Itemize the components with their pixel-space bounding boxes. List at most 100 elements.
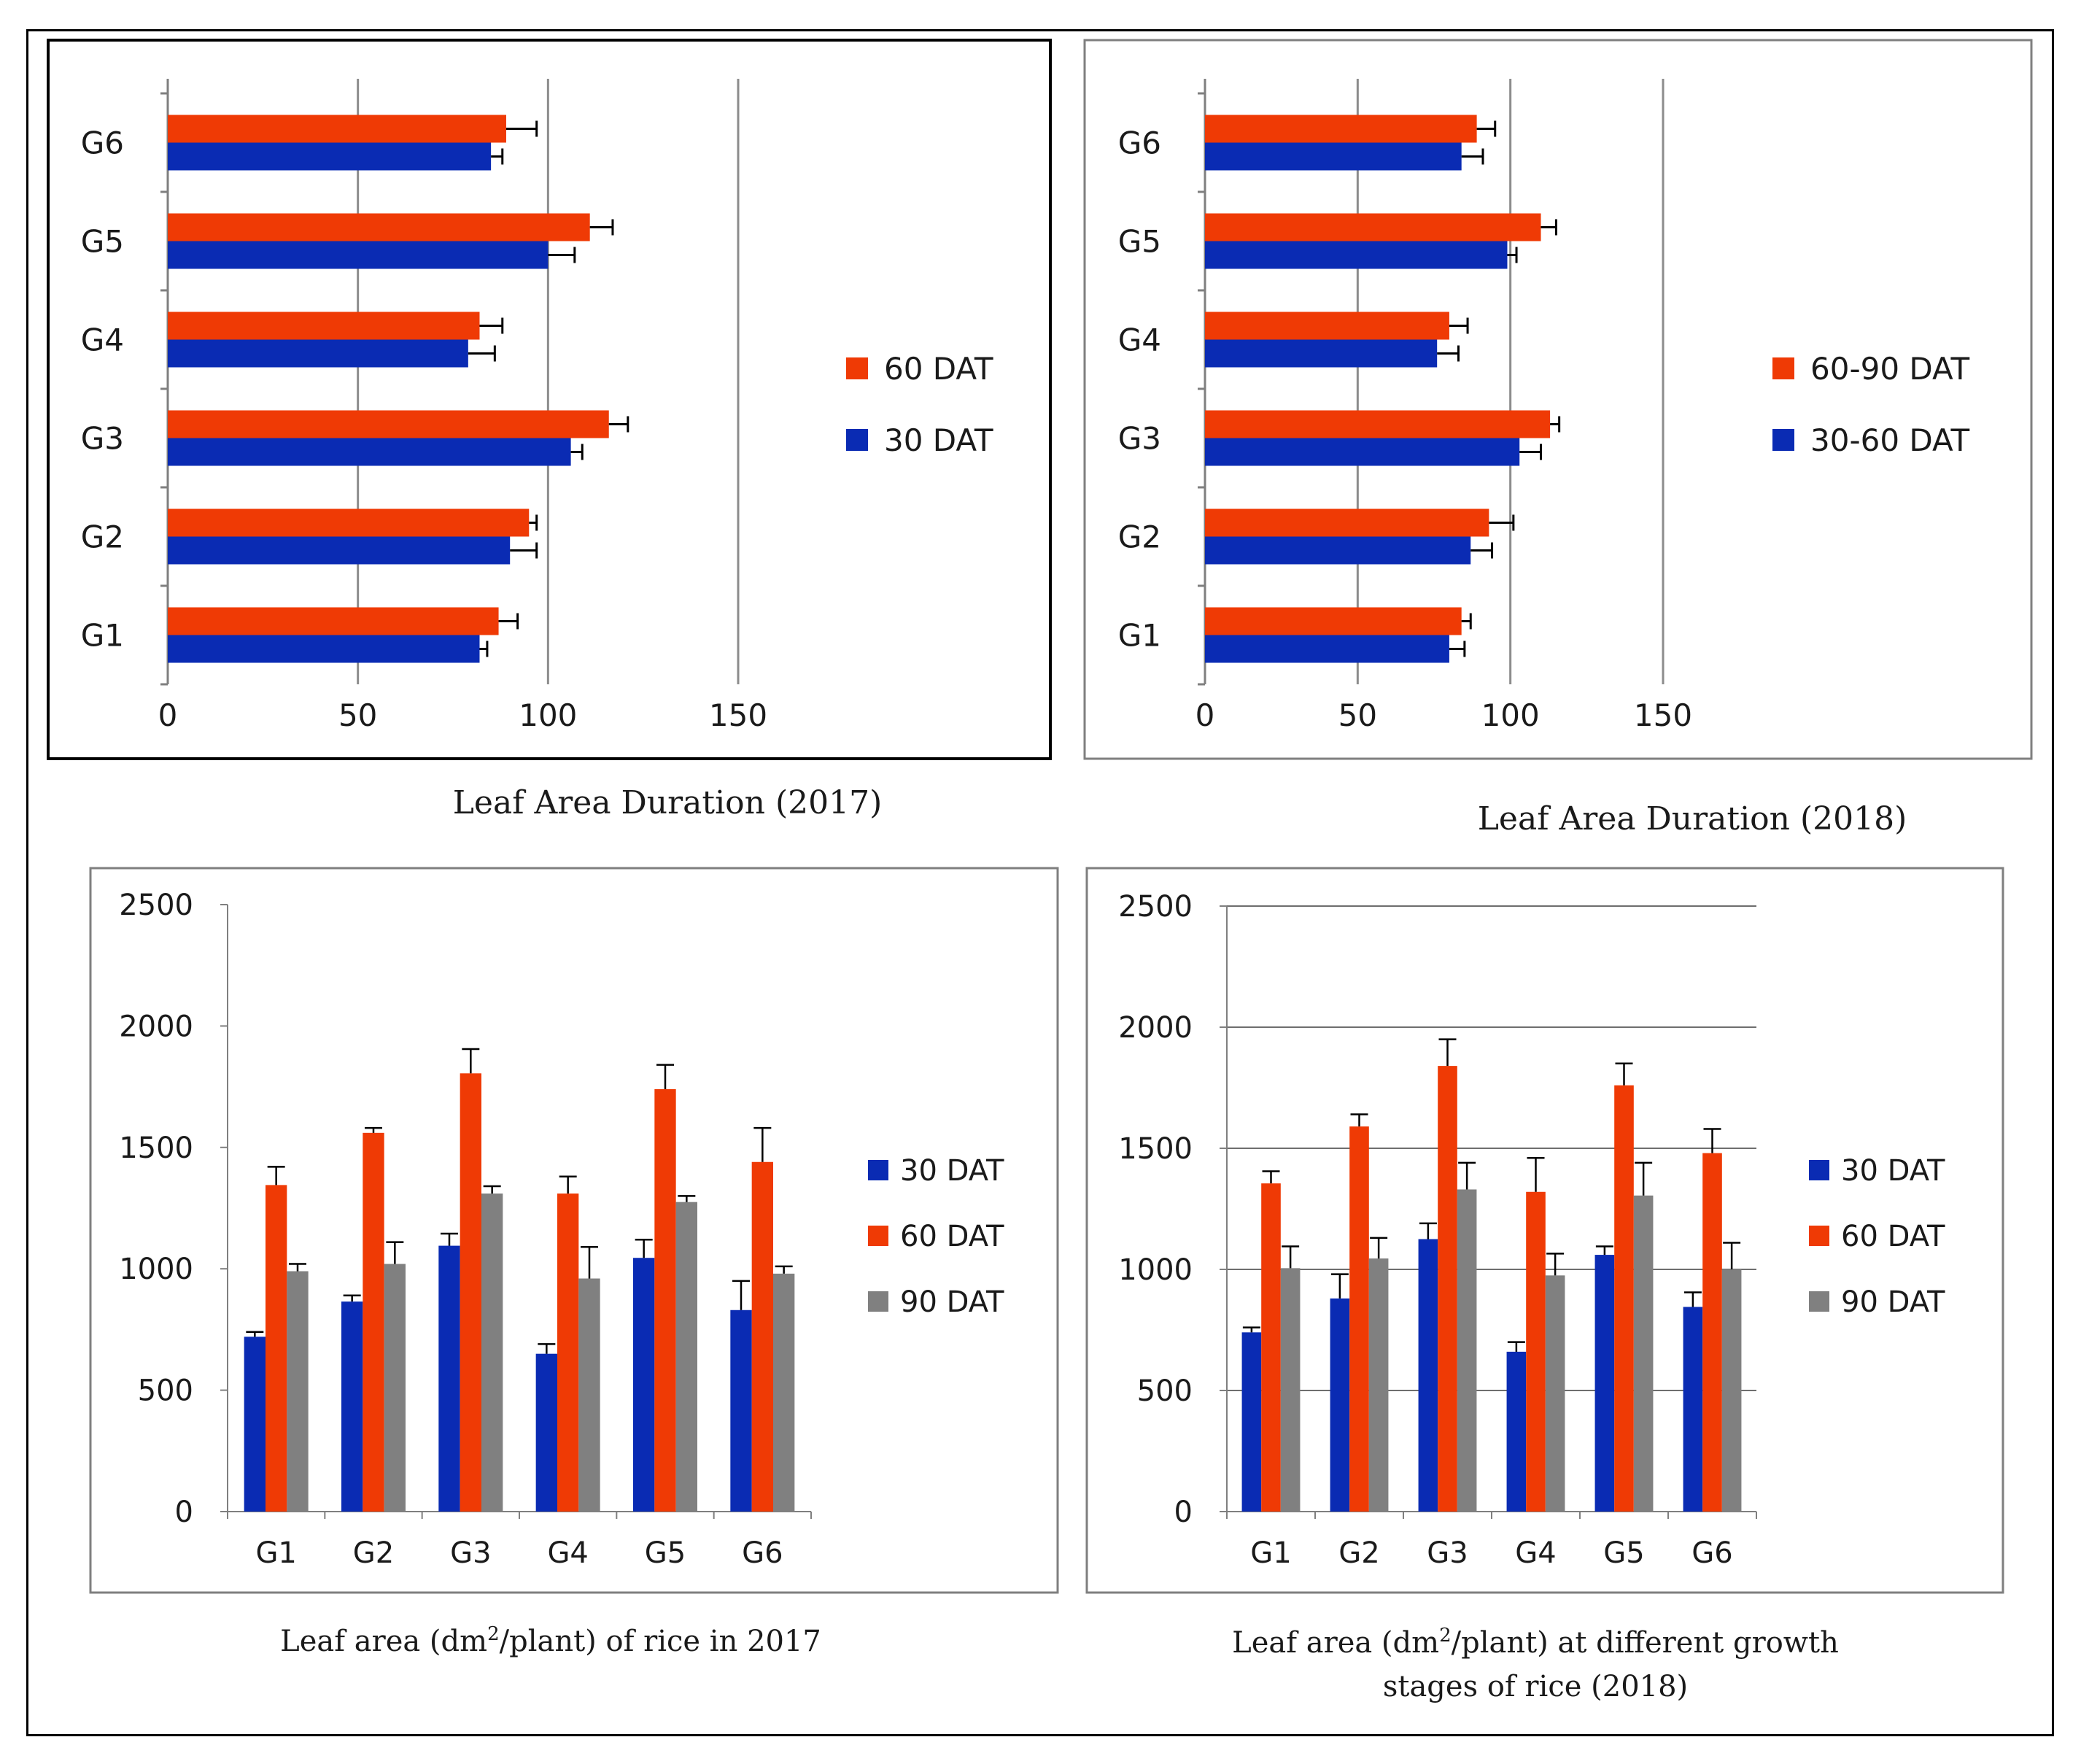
bar [1683, 1307, 1703, 1512]
category-label: G1 [1250, 1536, 1291, 1570]
category-label: G1 [1118, 618, 1161, 654]
y-tick-label: 500 [138, 1374, 193, 1408]
legend-swatch [1772, 429, 1794, 451]
bar [168, 607, 499, 635]
bar [1545, 1275, 1565, 1512]
bar [1280, 1268, 1301, 1512]
legend-label: 30 DAT [1841, 1154, 1945, 1188]
caption-la2018-superscript: 2 [1439, 1625, 1452, 1647]
category-label: G1 [255, 1536, 296, 1570]
bar [460, 1073, 481, 1512]
caption-la2018-part2: /plant) at different growth [1452, 1626, 1839, 1660]
caption-la2017-part2: /plant) of rice in 2017 [500, 1625, 821, 1658]
x-tick-label: 100 [519, 697, 577, 733]
legend-label: 90 DAT [1841, 1285, 1945, 1319]
bar [633, 1258, 655, 1512]
x-tick-label: 150 [1634, 697, 1692, 733]
y-tick-label: 1500 [1118, 1132, 1193, 1166]
category-label: G5 [1603, 1536, 1644, 1570]
bar [168, 115, 506, 143]
category-label: G2 [81, 519, 124, 555]
bar [168, 213, 590, 241]
category-label: G4 [547, 1536, 588, 1570]
bar [168, 339, 468, 368]
legend-swatch [1809, 1226, 1829, 1246]
y-tick-label: 0 [1174, 1496, 1193, 1529]
bar [168, 142, 492, 171]
bar [1205, 536, 1471, 565]
legend-swatch [1809, 1291, 1829, 1312]
bar [1205, 438, 1520, 466]
bar [1633, 1195, 1654, 1512]
category-label: G6 [742, 1536, 783, 1570]
bar [363, 1132, 384, 1512]
category-label: G4 [1118, 322, 1161, 358]
caption-la2017-part1: Leaf area (dm [280, 1625, 487, 1658]
legend-swatch [846, 429, 868, 451]
bar [1457, 1189, 1477, 1512]
bar [1721, 1269, 1742, 1512]
legend-swatch [1809, 1160, 1829, 1180]
bar [168, 410, 609, 438]
bar [1205, 312, 1449, 340]
category-label: G4 [81, 322, 124, 358]
y-tick-label: 1500 [119, 1131, 193, 1165]
legend-label: 30 DAT [900, 1154, 1004, 1188]
category-label: G4 [1515, 1536, 1556, 1570]
caption-la2018-part1: Leaf area (dm [1232, 1626, 1439, 1660]
legend-swatch [868, 1160, 888, 1180]
caption-lad2018: Leaf Area Duration (2018) [1478, 800, 1907, 837]
x-tick-label: 0 [1195, 697, 1215, 733]
y-tick-label: 0 [175, 1496, 193, 1529]
bar [1205, 142, 1462, 171]
bar [481, 1194, 503, 1512]
bar [168, 536, 511, 565]
y-tick-label: 2500 [1118, 890, 1193, 924]
chart-la2018: 0 500 1000 1500 2000 2500 G1 G2 G3 G4 G5 G6 30 DAT 60… [1118, 890, 1945, 1570]
bar [384, 1264, 406, 1512]
bar [1702, 1153, 1722, 1512]
bar [1205, 635, 1449, 663]
category-label: G3 [450, 1536, 491, 1570]
bar [1349, 1126, 1369, 1512]
category-label: G1 [81, 618, 124, 654]
bar [341, 1301, 363, 1512]
category-label: G5 [81, 224, 124, 260]
category-label: G3 [1427, 1536, 1468, 1570]
bar [1205, 508, 1489, 537]
legend-swatch [868, 1291, 888, 1312]
category-label: G5 [1118, 224, 1161, 260]
bar [438, 1245, 460, 1512]
bar [168, 438, 571, 466]
bar [1241, 1332, 1262, 1512]
bar [773, 1273, 795, 1512]
legend-label: 60 DAT [1841, 1220, 1945, 1253]
chart-lad2017: 0 50 100 150 G1 G2 G3 G4 G5 G6 60 DAT 30 DAT [81, 79, 993, 733]
bar [1205, 213, 1541, 241]
bar [535, 1353, 557, 1512]
bar [1418, 1239, 1438, 1512]
legend-swatch [1772, 357, 1794, 379]
legend-swatch [868, 1226, 888, 1246]
x-tick-label: 50 [1338, 697, 1377, 733]
caption-la2017: Leaf area (dm2/plant) of rice in 2017 [280, 1623, 821, 1658]
x-tick-label: 50 [338, 697, 377, 733]
y-tick-label: 2500 [119, 889, 193, 922]
chart-la2017: 0 500 1000 1500 2000 2500 G1 G2 G3 G4 G5 G6 30 DAT 60… [119, 889, 1004, 1570]
legend-label: 60 DAT [884, 351, 993, 387]
bar [1506, 1351, 1527, 1512]
legend-label: 60 DAT [900, 1220, 1004, 1253]
x-tick-label: 150 [709, 697, 767, 733]
panel-frame-lad2018 [1083, 39, 2033, 760]
legend-swatch [846, 357, 868, 379]
y-tick-label: 1000 [1118, 1253, 1193, 1287]
bar [266, 1185, 287, 1512]
bar [1368, 1258, 1389, 1512]
bar [1438, 1066, 1457, 1512]
bar [1261, 1183, 1281, 1512]
category-label: G5 [645, 1536, 686, 1570]
bar [1526, 1191, 1546, 1512]
panel-frame-la2018 [1085, 867, 2004, 1594]
bar [557, 1194, 579, 1512]
